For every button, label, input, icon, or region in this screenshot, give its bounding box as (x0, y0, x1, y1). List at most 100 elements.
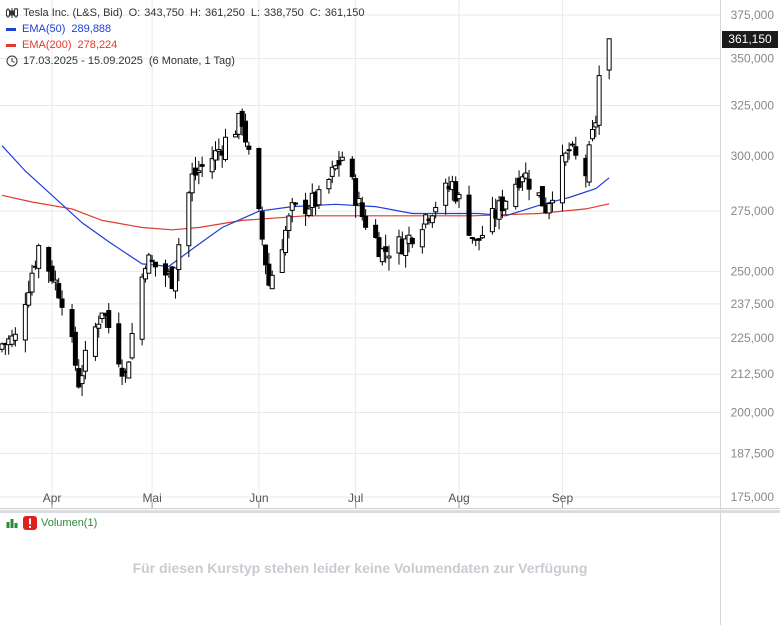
candle (363, 209, 369, 231)
candle-body (339, 156, 345, 161)
legend-ema50-row[interactable]: EMA(50) 289,888 (6, 21, 365, 37)
ema200-value: 278,224 (77, 39, 118, 51)
candle (386, 245, 392, 271)
candle (569, 141, 575, 147)
volume-header: Volumen(1) (6, 516, 97, 530)
candle-body (469, 237, 475, 240)
candle-body (566, 149, 572, 152)
candle (72, 326, 78, 371)
candle-body (126, 361, 132, 379)
candle (433, 201, 439, 219)
legend-instrument-row: Tesla Inc. (L&S, Bid) O: 343,750 H: 361,… (6, 5, 365, 21)
candle (189, 162, 195, 202)
candle (126, 361, 132, 379)
candle (373, 219, 379, 239)
candle (453, 176, 459, 204)
candle-body (289, 202, 295, 211)
candle-body (49, 265, 55, 282)
candle (409, 236, 415, 248)
candle (26, 280, 32, 308)
candle (513, 177, 519, 210)
candle (479, 225, 485, 239)
candle (519, 173, 525, 191)
y-tick-label: 212,500 (731, 367, 775, 381)
candle-body (376, 237, 382, 258)
candle-body (363, 215, 369, 228)
warning-icon[interactable] (23, 516, 37, 530)
candle-body (152, 261, 158, 268)
x-tick-label: Mai (142, 491, 161, 505)
candle-body (286, 215, 292, 231)
candle (263, 244, 269, 275)
candle-body (172, 267, 178, 292)
y-tick-label: 237,500 (731, 297, 775, 311)
candle (243, 113, 249, 148)
high-value: 361,250 (205, 7, 245, 19)
legend-ema200-row[interactable]: EMA(200) 278,224 (6, 37, 365, 53)
candle-body (513, 183, 519, 207)
candle (59, 290, 65, 316)
x-tick-label: Apr (43, 491, 62, 505)
y-tick-label: 350,000 (731, 52, 775, 66)
candle-body (359, 202, 365, 218)
candlestick-series (0, 38, 612, 396)
candle-body (356, 198, 362, 205)
candle-body (606, 38, 612, 71)
candle-body (563, 152, 569, 163)
candle (326, 177, 332, 194)
candle (443, 178, 449, 215)
candle (129, 322, 135, 360)
close-label: C: (309, 7, 321, 19)
candle-body (72, 331, 78, 366)
date-range: 17.03.2025 - 15.09.2025 (23, 55, 143, 67)
y-tick-label: 225,000 (731, 331, 775, 345)
candle-body (433, 206, 439, 213)
candle (303, 192, 309, 226)
candlestick-icon (6, 8, 18, 18)
y-tick-label: 375,000 (731, 8, 775, 22)
candle-body (569, 143, 575, 146)
candle (259, 206, 265, 246)
candle (106, 303, 112, 334)
candle (29, 264, 35, 296)
candle (606, 38, 612, 80)
candle (49, 260, 55, 284)
candle (559, 144, 565, 212)
high-label: H: (190, 7, 202, 19)
candle-body (329, 166, 335, 177)
candle (596, 65, 602, 135)
candle-body (283, 229, 289, 254)
candle-body (162, 263, 168, 276)
candle-body (246, 145, 252, 150)
candle (566, 142, 572, 160)
candle (12, 327, 18, 347)
candle-body (476, 238, 482, 241)
candle-body (79, 375, 85, 385)
candle (306, 204, 312, 218)
y-tick-label: 200,000 (731, 406, 775, 420)
candle (196, 160, 202, 185)
candle-body (233, 133, 239, 138)
candle-body (239, 110, 245, 127)
candle-body (333, 165, 339, 170)
volume-no-data-message: Für diesen Kurstyp stehen leider keine V… (132, 560, 588, 576)
candle-body (116, 323, 122, 365)
candle-body (383, 246, 389, 253)
candle-body (353, 178, 359, 206)
candle-body (266, 263, 272, 286)
y-tick-label: 187,500 (731, 446, 775, 460)
candle (503, 200, 509, 215)
candle (139, 273, 145, 346)
candle-body (523, 172, 529, 179)
low-value: 338,750 (264, 7, 304, 19)
candle (526, 169, 532, 201)
candle-body (106, 310, 112, 328)
ema50-swatch (6, 27, 16, 31)
candle (162, 259, 168, 287)
candle (82, 340, 88, 380)
instrument-title: Tesla Inc. (L&S, Bid) (23, 7, 123, 19)
y-tick-label: 250,000 (731, 264, 775, 278)
candle (379, 247, 385, 266)
volume-label: Volumen(1) (41, 517, 98, 529)
